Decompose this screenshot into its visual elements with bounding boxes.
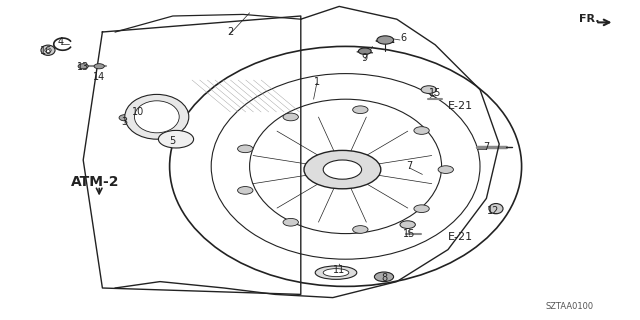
- Ellipse shape: [489, 204, 503, 214]
- Circle shape: [237, 145, 253, 153]
- Text: 15: 15: [429, 88, 442, 98]
- Ellipse shape: [125, 94, 189, 139]
- Text: 16: 16: [40, 46, 52, 56]
- Text: E-21: E-21: [448, 232, 474, 242]
- Text: 5: 5: [170, 136, 176, 146]
- Text: 10: 10: [131, 107, 144, 117]
- Circle shape: [119, 115, 132, 121]
- Circle shape: [353, 106, 368, 114]
- Circle shape: [400, 221, 415, 228]
- Text: ATM-2: ATM-2: [70, 175, 119, 189]
- Text: 8: 8: [381, 273, 387, 284]
- Text: 2: 2: [227, 27, 234, 37]
- Circle shape: [438, 166, 454, 173]
- Text: E-21: E-21: [448, 100, 474, 111]
- Circle shape: [377, 36, 394, 44]
- Circle shape: [237, 187, 253, 194]
- Circle shape: [374, 272, 394, 282]
- Text: 13: 13: [77, 62, 90, 72]
- Text: 12: 12: [486, 206, 499, 216]
- Text: 15: 15: [403, 228, 416, 239]
- Circle shape: [323, 160, 362, 179]
- Circle shape: [283, 113, 298, 121]
- Text: 9: 9: [362, 52, 368, 63]
- Ellipse shape: [134, 101, 179, 133]
- Circle shape: [304, 150, 381, 189]
- Circle shape: [168, 135, 184, 143]
- Circle shape: [94, 64, 104, 69]
- Circle shape: [414, 127, 429, 134]
- Ellipse shape: [45, 48, 51, 52]
- Text: 14: 14: [93, 72, 106, 82]
- Ellipse shape: [159, 131, 193, 148]
- Circle shape: [353, 226, 368, 233]
- Circle shape: [78, 64, 88, 69]
- Text: 1: 1: [314, 76, 320, 87]
- Circle shape: [283, 219, 298, 226]
- Text: SZTAA0100: SZTAA0100: [545, 302, 594, 311]
- Text: FR.: FR.: [579, 14, 600, 24]
- Text: 3: 3: [122, 116, 128, 127]
- Ellipse shape: [315, 266, 357, 279]
- Text: 7: 7: [406, 161, 413, 172]
- Text: 4: 4: [58, 36, 64, 47]
- Text: 6: 6: [400, 33, 406, 44]
- Text: 7: 7: [483, 142, 490, 152]
- Text: 11: 11: [333, 265, 346, 276]
- Ellipse shape: [323, 269, 349, 276]
- Circle shape: [358, 48, 371, 54]
- Circle shape: [421, 86, 436, 93]
- Circle shape: [414, 205, 429, 212]
- Ellipse shape: [41, 45, 55, 55]
